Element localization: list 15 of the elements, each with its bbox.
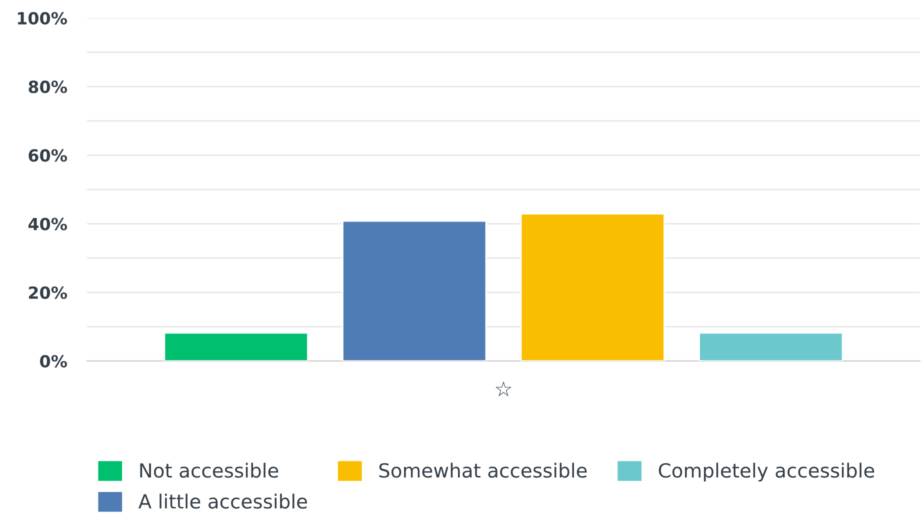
legend-label: A little accessible [138,494,308,509]
y-tick-label: 80% [28,80,68,94]
legend-label: Somewhat accessible [379,462,587,478]
y-tick-label: 20% [28,286,68,299]
bar [164,332,308,361]
legend-label: Completely accessible [658,462,874,482]
x-tick-label: ☆ [496,381,512,396]
bar [698,332,844,361]
y-tick-label: 100% [18,12,68,25]
legend-label: Not accessible [140,462,278,478]
y-tick-label: 60% [28,149,68,162]
bar [520,213,665,361]
y-tick-label: 0% [40,354,68,368]
bar [342,220,487,361]
y-tick-label: 40% [28,218,68,230]
